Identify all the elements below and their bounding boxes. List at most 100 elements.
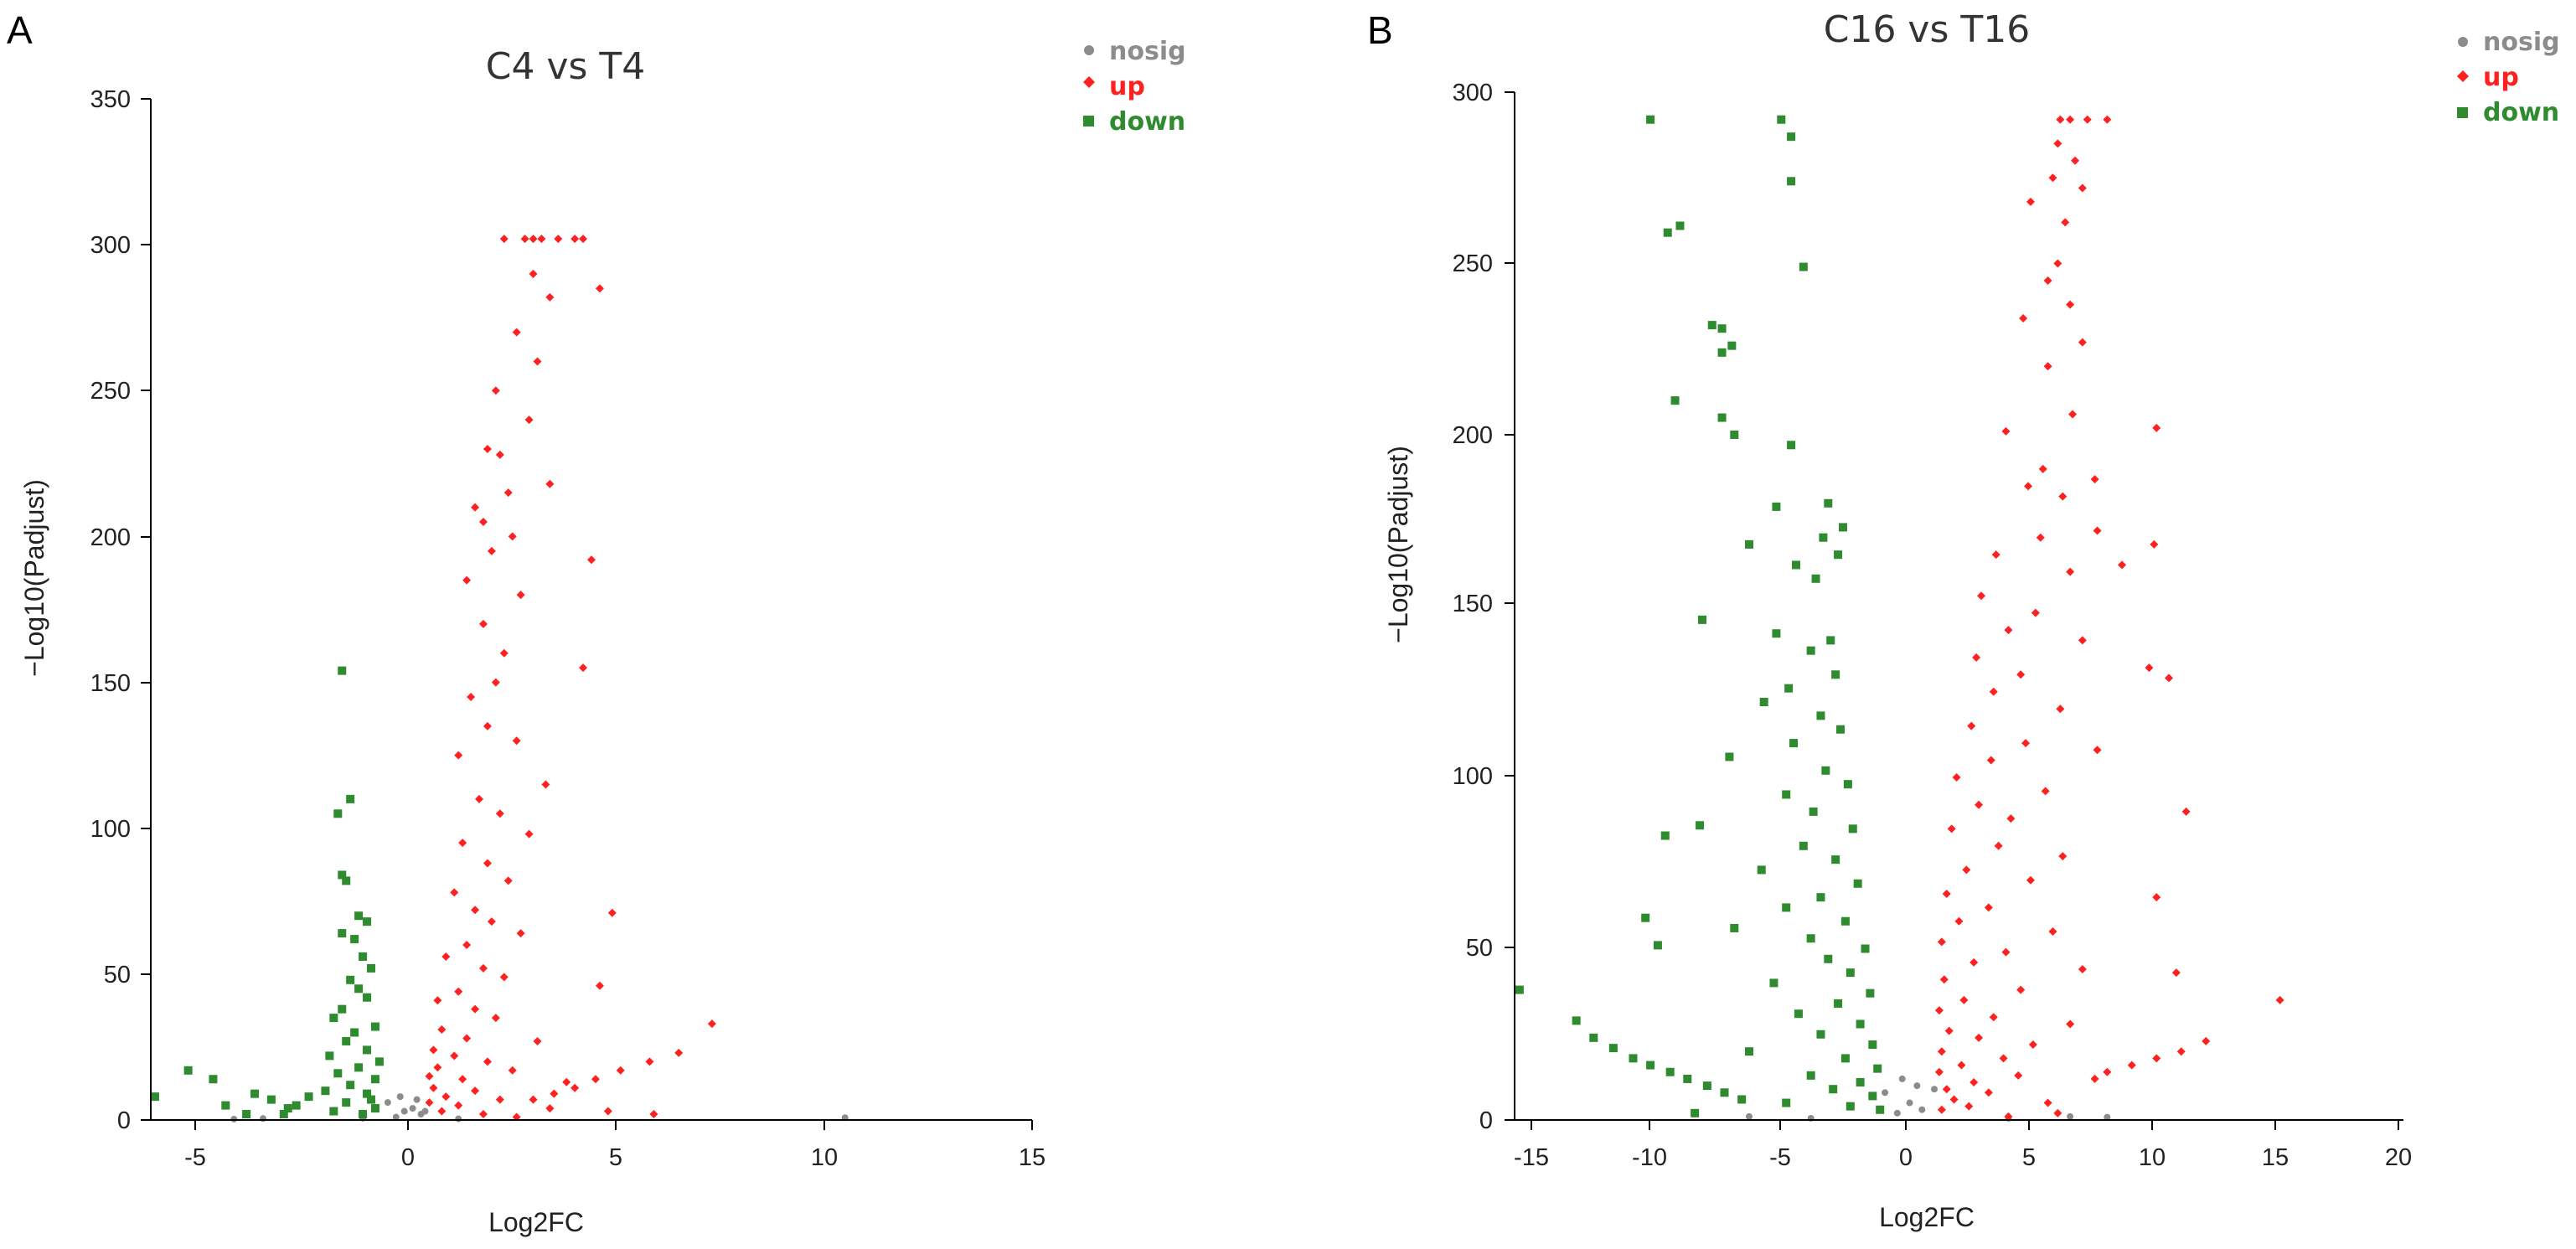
panel-b-point-up (1994, 841, 2003, 850)
panel-b-x-axis-label: Log2FC (1879, 1202, 1975, 1232)
panel-b-point-up (2016, 670, 2026, 679)
panel-a-point-up (579, 663, 588, 673)
panel-b-ytick-label: 50 (1466, 935, 1493, 962)
panel-b-point-up (2152, 1054, 2161, 1063)
panel-b-point-down (1821, 766, 1830, 775)
panel-a-point-down (363, 993, 372, 1002)
panel-b-point-down (1757, 865, 1766, 875)
panel-a-point-up (433, 1063, 442, 1072)
panel-b-point-up (2066, 1019, 2075, 1029)
panel-b-point-up (1962, 865, 1971, 875)
panel-b-label: B (1367, 8, 1393, 52)
panel-a-point-up (425, 1071, 434, 1081)
panel-a-legend-nosig-label: nosig (1109, 37, 1186, 66)
panel-b-point-up (2103, 1067, 2112, 1076)
panel-b-point-down (1861, 944, 1870, 953)
panel-a-point-up (545, 479, 555, 488)
panel-b-point-up (2165, 674, 2174, 683)
panel-b-point-down (1572, 1016, 1581, 1025)
panel-a-point-up (483, 859, 492, 868)
panel-b-point-down (1853, 879, 1862, 888)
panel-b-point-up (2053, 259, 2062, 268)
panel-b-point-down (1717, 324, 1727, 333)
panel-b-point-up (2001, 426, 2011, 436)
panel-b-point-up (2001, 947, 2011, 957)
panel-a-point-down (374, 1057, 384, 1066)
panel-b-point-down (1744, 1047, 1753, 1056)
panel-b-point-nosig (1882, 1089, 1889, 1097)
panel-a-point-up (603, 1107, 612, 1116)
panel-a-point-up (524, 829, 534, 839)
panel-b-point-up (1959, 995, 1969, 1004)
panel-a-point-down (338, 1004, 347, 1014)
panel-b-legend-down-label: down (2483, 98, 2559, 127)
panel-a-point-up (707, 1019, 716, 1029)
panel-a-point-down (279, 1110, 288, 1119)
panel-b-point-down (1846, 1102, 1855, 1111)
panel-b-point-down (1834, 999, 1843, 1008)
panel-a-xtick-label: 0 (401, 1144, 415, 1171)
panel-b-point-down (1826, 636, 1835, 645)
panel-b-point-up (2036, 533, 2045, 542)
panel-a-point-down (283, 1104, 292, 1113)
panel-a-point-down (292, 1101, 301, 1110)
panel-a-point-down (325, 1051, 334, 1061)
panel-b-ytick-label: 150 (1453, 591, 1493, 617)
panel-a-point-up (462, 941, 472, 950)
panel-b-point-up (2014, 1071, 2023, 1080)
panel-b-point-up (1954, 916, 1964, 926)
panel-a-point-up (524, 415, 534, 425)
panel-a-point-up (570, 1083, 580, 1092)
panel-b-point-up (1989, 687, 1998, 696)
panel-a-point-up (616, 1066, 625, 1075)
panel-a-point-down (183, 1066, 193, 1075)
panel-b-point-up (1991, 550, 2000, 560)
panel-a-point-nosig (230, 1115, 238, 1123)
panel-b-y-axis-label: −Log10(Padjust) (1383, 446, 1413, 643)
panel-a-point-down (367, 1095, 375, 1104)
panel-a-point-up (516, 929, 525, 938)
panel-a-point-down (350, 1028, 359, 1037)
panel-a-point-down (304, 1092, 313, 1102)
panel-a-xtick-label: 5 (609, 1144, 622, 1171)
panel-a-point-up (491, 386, 500, 395)
panel-a-point-up (587, 555, 596, 565)
panel-b-point-down (1730, 923, 1739, 932)
panel-a-point-down (370, 1022, 379, 1031)
panel-b-legend: nosig up down (2457, 28, 2560, 127)
panel-b-point-down (1816, 711, 1825, 720)
panel-a-ytick-label: 0 (117, 1107, 131, 1134)
panel-b-point-down (1873, 1064, 1882, 1073)
panel-b-point-down (1744, 539, 1753, 549)
panel-a-point-up (533, 357, 542, 366)
panel-a-point-up (454, 751, 463, 760)
panel-a-point-down (354, 984, 364, 994)
panel-b-point-down (1789, 739, 1799, 748)
panel-a-point-up (478, 619, 488, 628)
panel-a-xtick-label: 15 (1019, 1144, 1045, 1171)
panel-a-point-up (537, 235, 546, 244)
panel-a-legend-up-label: up (1109, 72, 1145, 101)
panel-a-point-up (475, 794, 484, 803)
panel-a-point-up (499, 648, 508, 658)
panel-a-point-up (467, 692, 476, 701)
panel-a-point-up (483, 1057, 492, 1066)
panel-a-point-up (487, 546, 496, 555)
panel-b-point-up (2053, 1108, 2062, 1117)
panel-b-point-up (1939, 975, 1949, 984)
panel-a-point-up (512, 736, 521, 746)
panel-b-point-down (1653, 941, 1662, 950)
panel-b-point-up (1949, 1095, 1959, 1104)
panel-a-point-down (342, 1098, 351, 1107)
panel-a-point-up (429, 1083, 438, 1092)
panel-b-point-up (1942, 1085, 1951, 1094)
panel-a-point-down (363, 917, 372, 926)
panel-a-point-down (370, 1075, 379, 1084)
panel-b-point-down (1720, 1088, 1729, 1097)
panel-a-point-down (221, 1101, 230, 1110)
panel-b-point-up (2048, 927, 2057, 937)
panel-b-point-down (1697, 615, 1706, 624)
panel-b-point-up (2021, 739, 2031, 748)
panel-a-legend-down-marker (1083, 116, 1094, 126)
panel-b-point-up (2090, 475, 2099, 484)
